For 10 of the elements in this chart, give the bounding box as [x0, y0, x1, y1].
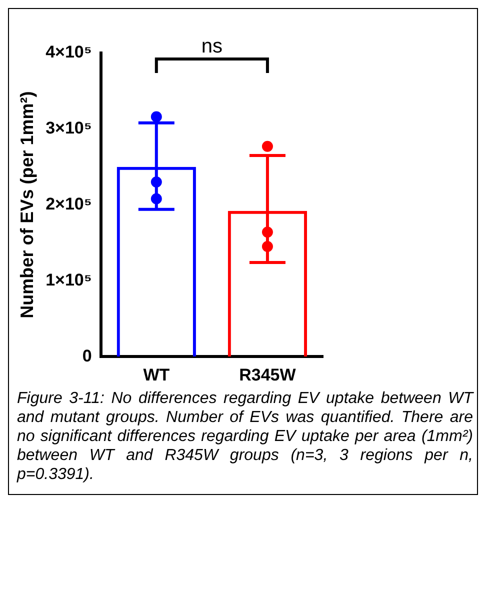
x-tick-label: R345W — [239, 365, 297, 384]
y-tick-label: 0 — [82, 346, 92, 366]
y-axis-title: Number of EVs (per 1mm²) — [16, 91, 37, 318]
annotation: ns — [201, 36, 222, 58]
y-tick-label: 2×10⁵ — [46, 194, 92, 214]
x-tick-label: WT — [143, 365, 170, 384]
y-tick-label: 1×10⁵ — [46, 270, 92, 290]
y-tick-label: 4×10⁵ — [46, 42, 92, 62]
caption: Figure 3-11: No differences regarding EV uptake between WT and mutant groups. Number of EVs was quantified. There are no significant differences regarding EV uptake per area (1mm²) between WT and R345W groups (n=3, 3 regions per n, p=0.3391). — [16, 389, 473, 484]
y-tick-label: 3×10⁵ — [46, 118, 92, 138]
